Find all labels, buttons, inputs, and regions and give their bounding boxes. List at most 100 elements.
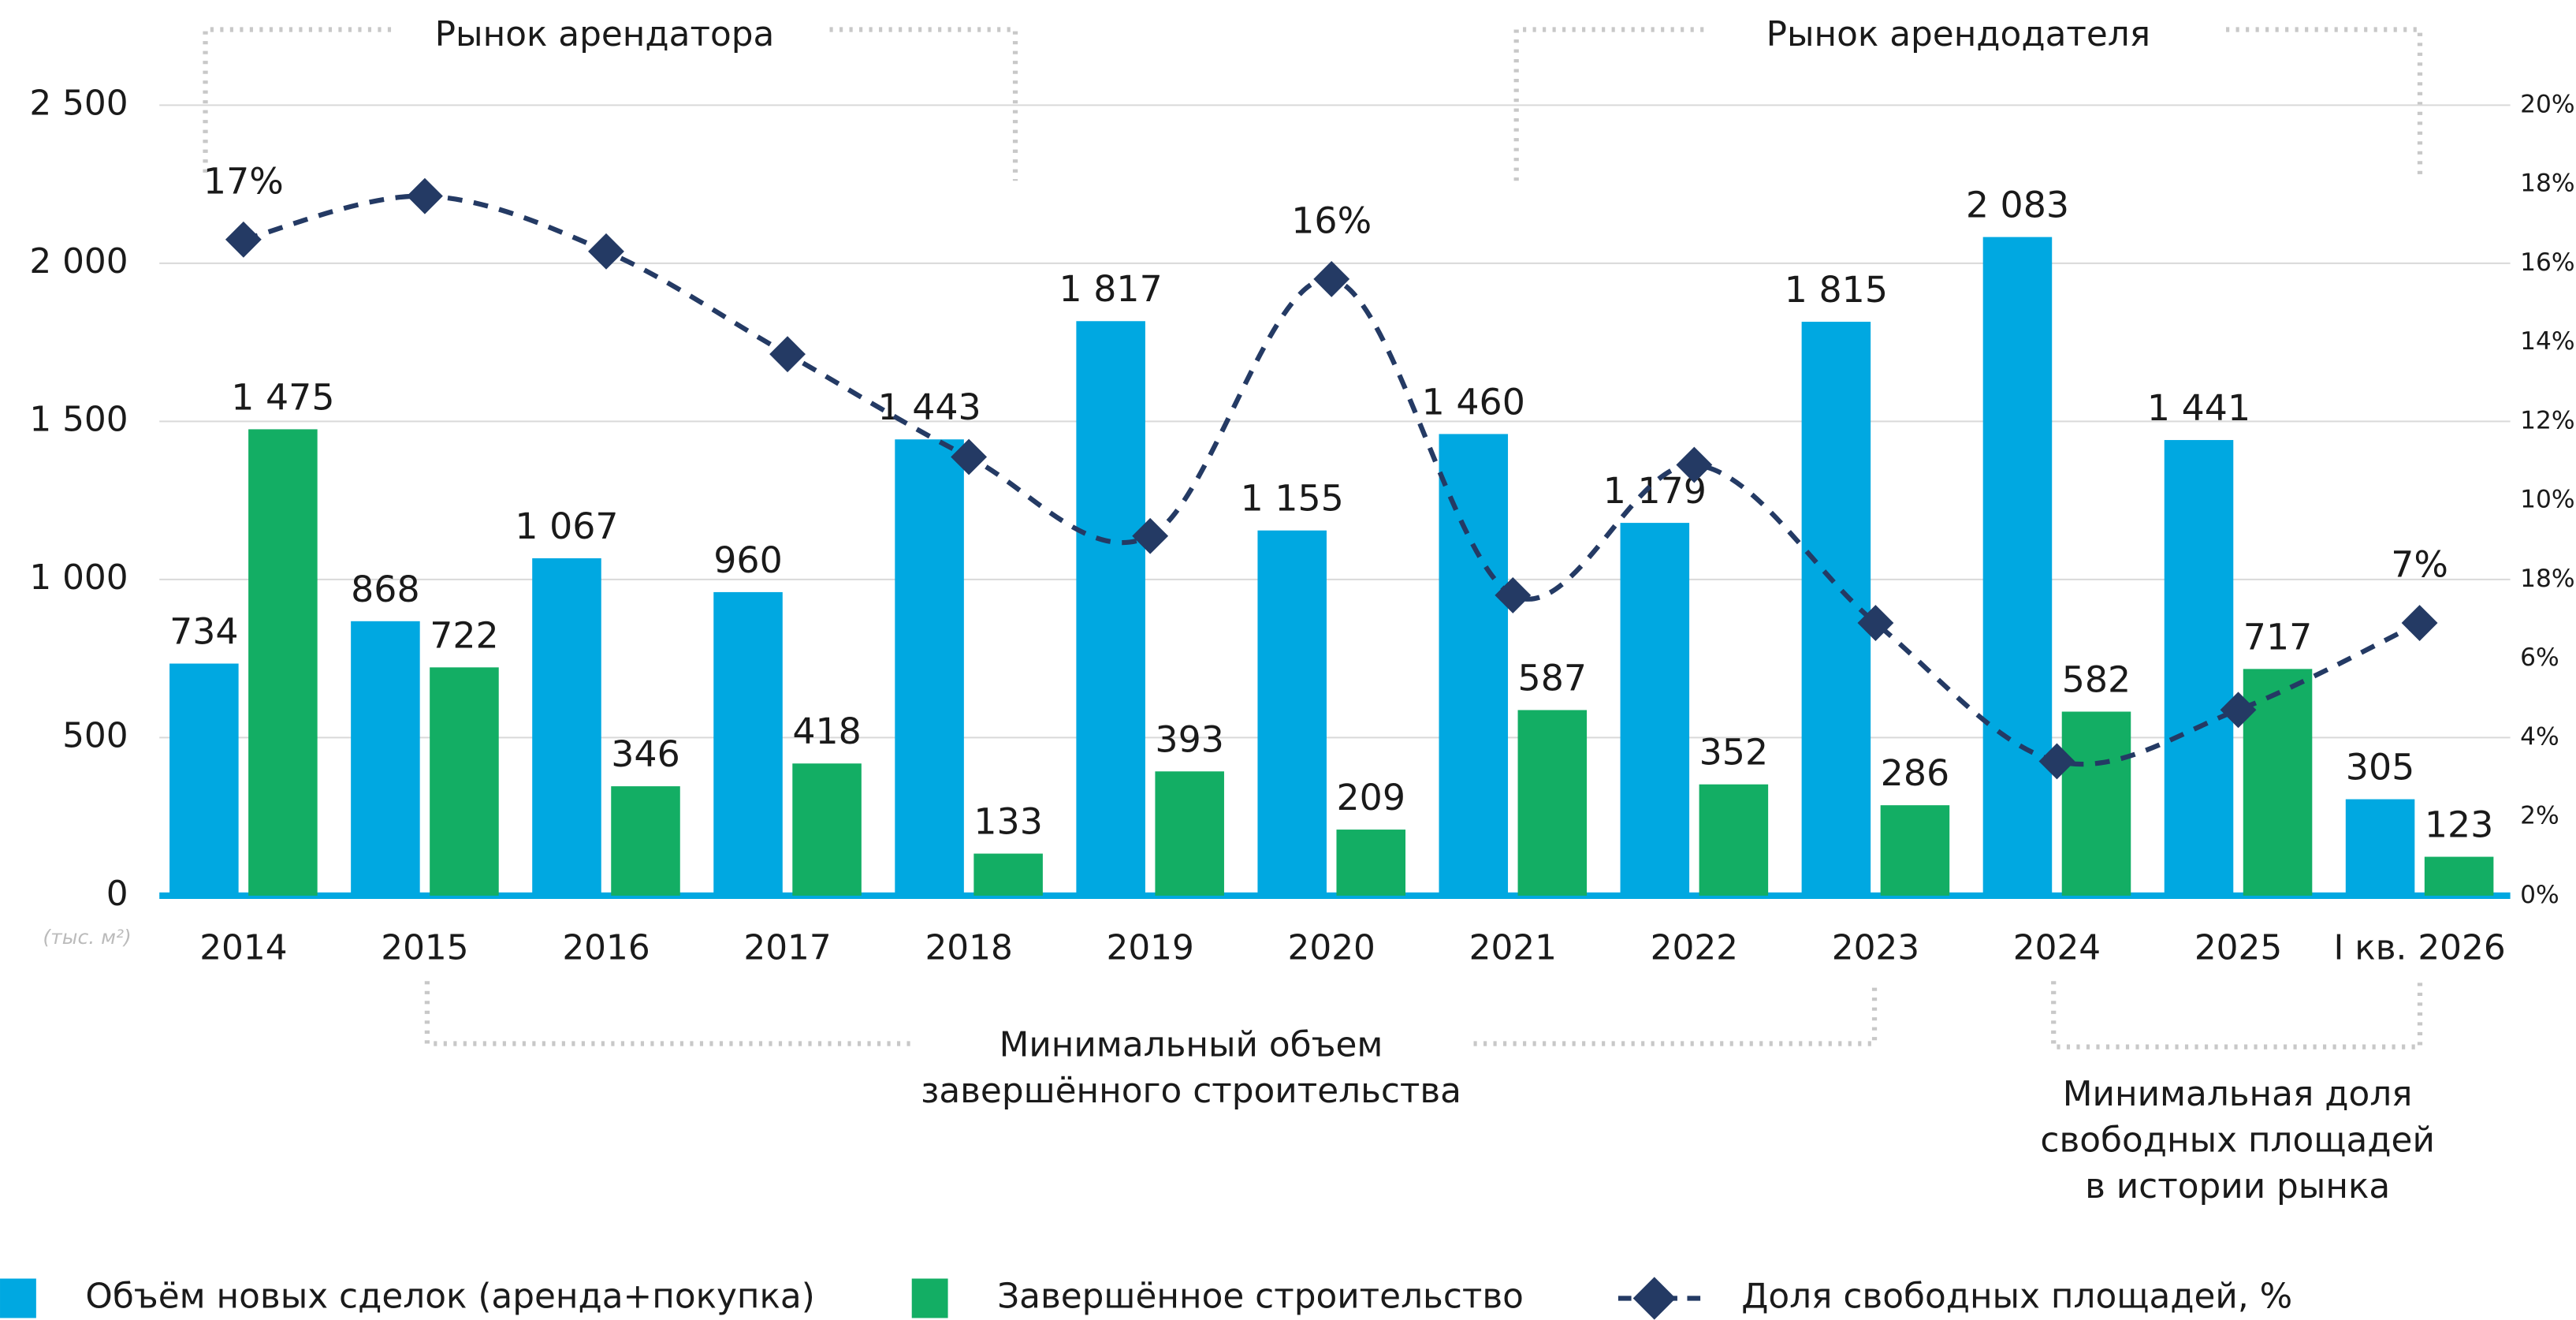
marker [951,438,988,475]
marker [225,221,262,258]
bar [1257,530,1327,896]
data-label: 582 [2062,658,2131,700]
x-tick-label: 2017 [743,928,831,968]
bracket [424,981,912,1046]
bar [248,429,318,896]
data-label: 2 083 [1966,184,2069,226]
data-label: 209 [1336,776,1405,818]
y2-tick-label: 18% [2520,170,2574,198]
x-tick-label: 2022 [1651,928,1738,968]
y-tick-label: 1 000 [29,557,128,598]
bar [1982,237,2053,896]
x-tick-label: 2025 [2194,928,2282,968]
y2-tick-label: 16% [2520,248,2574,277]
bar [1620,523,1690,896]
y2-tick-label: 20% [2520,90,2574,118]
data-label: 868 [351,568,420,610]
x-tick-label: 2018 [925,928,1012,968]
data-label: 7% [2391,543,2448,586]
data-label: 286 [1881,751,1950,794]
data-label: 722 [430,613,499,656]
legend-label: Доля свободных площадей, % [1741,1276,2292,1316]
marker [1857,605,1894,641]
legend-label: Завершённое строительство [997,1276,1524,1316]
data-label: 133 [973,800,1043,843]
y-tick-label: 1 500 [29,399,128,439]
data-label: 1 067 [515,505,618,547]
bar [973,853,1043,896]
y2-tick-label: 10% [2520,486,2574,514]
bar [2424,856,2494,896]
data-label: 1 155 [1241,477,1344,520]
y2-tick-label: 4% [2520,722,2559,751]
brackets [203,27,2423,1050]
y2-tick-label: 14% [2520,327,2574,356]
data-label: 1 443 [877,386,981,428]
y-tick-label: 0 [106,874,128,914]
annotation: Минимальная доля [2063,1074,2413,1114]
x-tick-label: 2023 [1832,928,1919,968]
marker [407,177,443,214]
data-label: 123 [2425,804,2494,846]
marker [2401,605,2438,641]
bracket [203,27,395,173]
annotation: завершённого строительства [921,1071,1461,1111]
x-tick-label: 2014 [199,928,287,968]
bracket [1513,27,1709,181]
annotation: в истории рынка [2085,1166,2390,1206]
x-tick-label: 2020 [1288,928,1375,968]
data-label: 352 [1699,731,1769,774]
annotation: Рынок арендодателя [1766,14,2151,54]
x-tick-label: 2021 [1469,928,1557,968]
bar [1336,830,1406,896]
bar [2061,711,2131,896]
bar [1801,322,1871,896]
data-label: 960 [713,539,783,581]
y-tick-label: 500 [62,715,128,755]
y-tick-label: 2 500 [29,83,128,123]
y2-tick-label: 12% [2520,406,2574,434]
legend-label: Объём новых сделок (аренда+покупка) [85,1276,814,1316]
annotation: Минимальный объем [1000,1025,1383,1065]
annotation: свободных площадей [2040,1120,2434,1160]
bar [169,663,239,896]
data-label: 1 441 [2147,386,2250,429]
bracket [829,27,1018,181]
marker [769,336,806,373]
x-tick-label: 2019 [1106,928,1193,968]
data-label: 393 [1155,718,1224,760]
bar [713,591,783,896]
x-tick-label: 2024 [2013,928,2101,968]
line [243,193,2421,767]
data-label: 1 460 [1422,380,1525,423]
legend-swatch [0,1278,36,1318]
data-label: 305 [2346,746,2415,789]
bar [1880,805,1950,896]
bar [2164,440,2234,896]
x-tick-label: I кв. 2026 [2333,928,2505,968]
legend-swatch [911,1278,948,1318]
marker [2220,692,2257,729]
marker [1676,446,1713,483]
bar [792,763,862,896]
bar [2345,799,2415,896]
data-label: 346 [611,733,680,775]
bar [2243,669,2313,896]
marker [2038,743,2075,780]
bar [611,786,680,896]
bar [1699,784,1769,896]
data-label: 587 [1518,656,1588,699]
bar [1517,710,1588,896]
data-label: 1 817 [1059,267,1163,310]
y-unit: (тыс. м²) [43,926,131,949]
bar [351,621,420,896]
legend-swatch [1632,1277,1676,1320]
bar [1155,771,1224,896]
y-tick-label: 2 000 [29,241,128,282]
x-tick-label: 2016 [562,928,650,968]
bar [895,439,964,896]
marker [1313,261,1350,297]
data-label: 1 475 [231,375,334,418]
data-label: 17% [203,159,284,202]
